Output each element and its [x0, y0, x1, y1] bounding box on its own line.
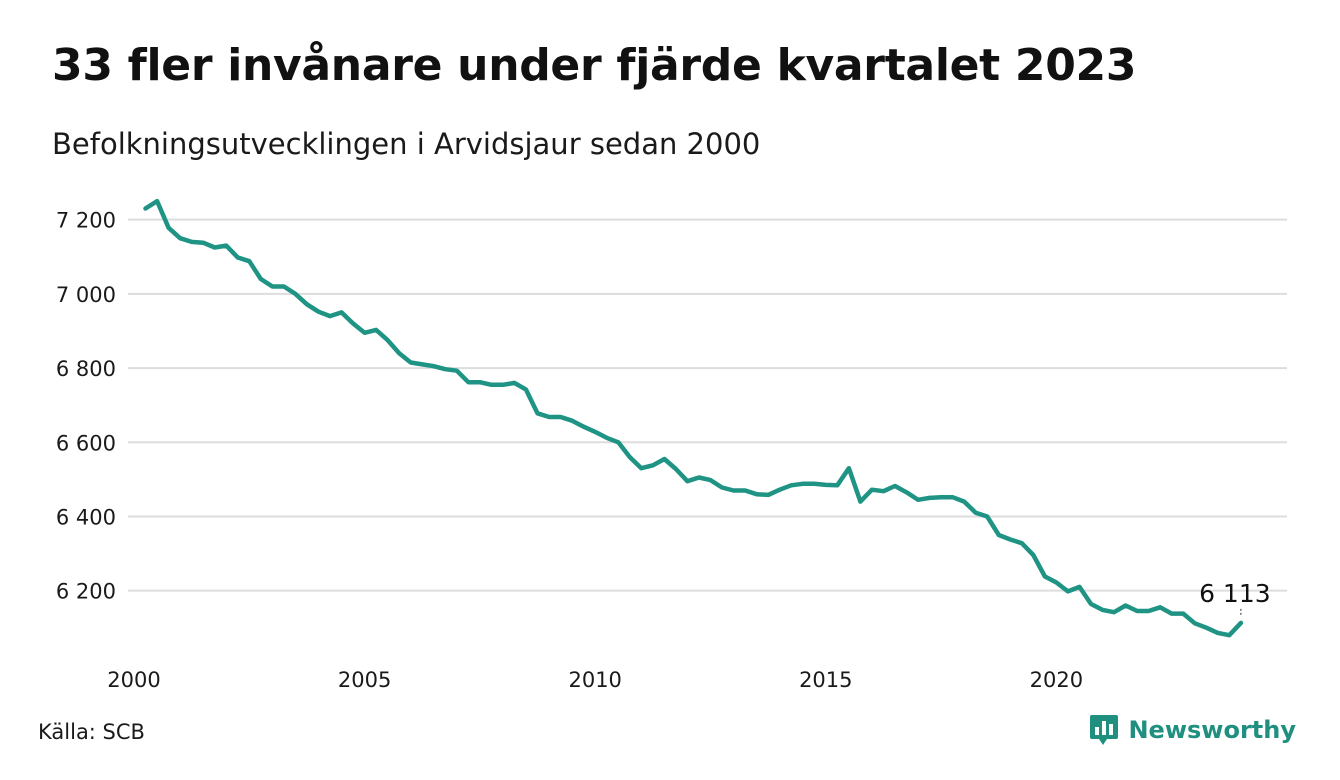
brand-logo[interactable]: Newsworthy [1089, 713, 1296, 747]
y-tick-label: 6 200 [56, 580, 116, 604]
y-tick-label: 7 000 [56, 283, 116, 307]
series-line-0 [143, 198, 1244, 638]
y-tick-label: 6 800 [56, 357, 116, 381]
y-tick-label: 7 200 [56, 209, 116, 233]
x-tick-label: 2020 [1030, 668, 1083, 692]
brand-name: Newsworthy [1128, 716, 1296, 744]
annotations: 6 113 [1199, 579, 1271, 615]
x-tick-label: 2015 [799, 668, 852, 692]
y-tick-label: 6 400 [56, 505, 116, 529]
source-note: Källa: SCB [38, 720, 145, 744]
x-axis-ticks: 2000 2005 2010 2015 2020 [107, 668, 1083, 692]
newsworthy-chart-icon [1090, 715, 1119, 745]
x-tick-label: 2010 [568, 668, 621, 692]
series-group [143, 198, 1244, 638]
end-value-label: 6 113 [1199, 579, 1271, 608]
x-tick-label: 2000 [107, 668, 160, 692]
y-axis-ticks: 6 200 6 400 6 600 6 800 7 000 7 200 [56, 209, 116, 604]
chart-subtitle: Befolkningsutvecklingen i Arvidsjaur sed… [52, 127, 761, 161]
chart-title: 33 fler invånare under fjärde kvartalet … [52, 40, 1137, 91]
gridlines [128, 218, 1287, 592]
x-tick-label: 2005 [338, 668, 391, 692]
y-tick-label: 6 600 [56, 431, 116, 455]
